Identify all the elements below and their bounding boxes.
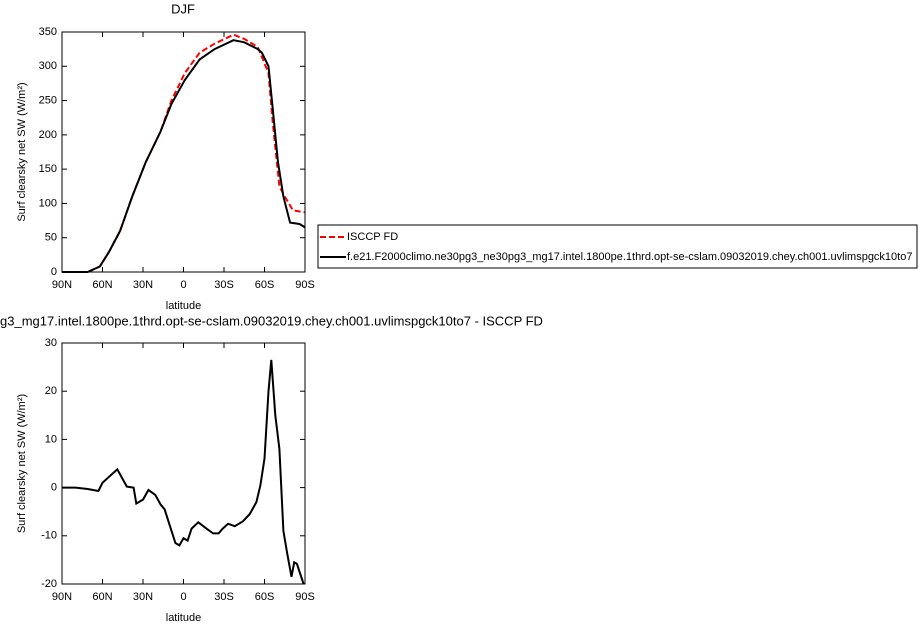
x-tick-label: 60N xyxy=(92,591,112,603)
series-line xyxy=(62,39,306,273)
x-tick-label: 90N xyxy=(52,591,72,603)
y-tick-label: 0 xyxy=(51,266,57,278)
y-tick-label: -10 xyxy=(41,530,57,542)
y-tick-label: 350 xyxy=(39,26,57,38)
y-tick-label: -20 xyxy=(41,578,57,590)
y-tick-label: 250 xyxy=(39,94,57,106)
x-tick-label: 0 xyxy=(180,591,186,603)
plot-frame xyxy=(61,342,306,585)
y-axis-label: Surf clearsky net SW (W/m²) xyxy=(16,394,28,533)
y-tick-label: 0 xyxy=(51,482,57,494)
y-tick-label: 300 xyxy=(39,60,57,72)
x-tick-label: 60S xyxy=(255,591,275,603)
y-tick-label: 150 xyxy=(39,163,57,175)
y-tick-label: 20 xyxy=(45,385,57,397)
y-tick-label: 30 xyxy=(45,337,57,349)
x-axis-label: latitude xyxy=(166,612,201,624)
y-tick-label: 50 xyxy=(45,232,57,244)
x-tick-label: 30N xyxy=(133,591,153,603)
legend-label: f.e21.F2000climo.ne30pg3_ne30pg3_mg17.in… xyxy=(347,251,912,263)
x-tick-label: 90S xyxy=(295,279,315,291)
legend-box xyxy=(317,224,918,269)
y-tick-label: 200 xyxy=(39,129,57,141)
y-tick-label: 10 xyxy=(45,433,57,445)
x-tick-label: 30S xyxy=(214,279,234,291)
x-tick-label: 90S xyxy=(295,591,315,603)
y-tick-label: 100 xyxy=(39,197,57,209)
x-tick-label: 30S xyxy=(214,591,234,603)
x-tick-label: 90N xyxy=(52,279,72,291)
x-tick-label: 60S xyxy=(255,279,275,291)
x-axis-label: latitude xyxy=(166,300,201,312)
legend-label: ISCCP FD xyxy=(347,231,398,243)
x-tick-label: 0 xyxy=(180,279,186,291)
plot-frame xyxy=(61,31,306,273)
chart-title: g3_mg17.intel.1800pe.1thrd.opt-se-cslam.… xyxy=(0,313,543,328)
x-tick-label: 30N xyxy=(133,279,153,291)
chart-title: DJF xyxy=(171,1,195,16)
x-tick-label: 60N xyxy=(92,279,112,291)
y-axis-label: Surf clearsky net SW (W/m²) xyxy=(16,82,28,221)
series-line xyxy=(62,359,305,585)
